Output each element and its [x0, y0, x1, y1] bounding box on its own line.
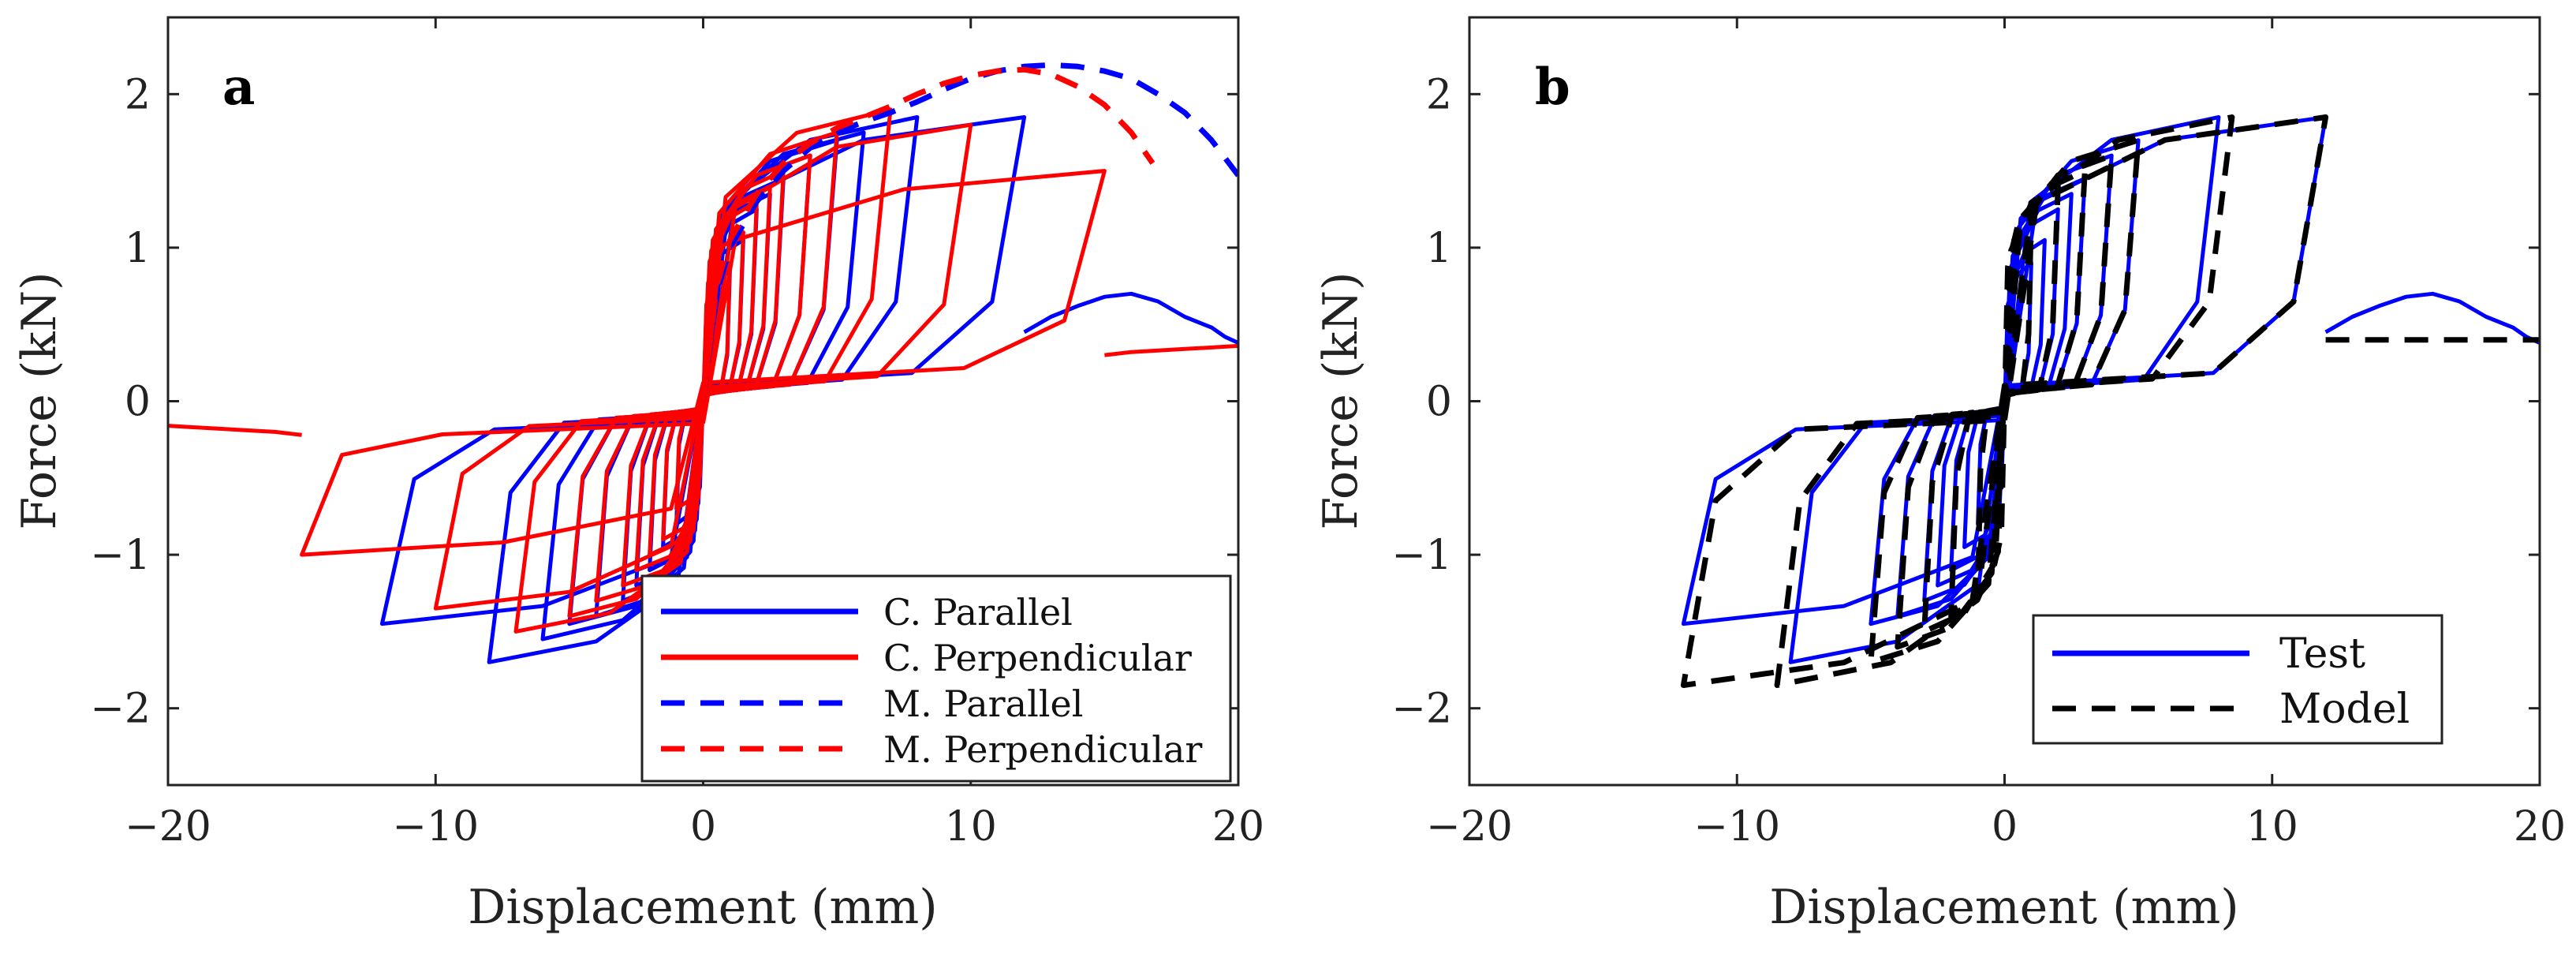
legend-label-m-perpendicular: M. Perpendicular	[883, 728, 1202, 771]
x-tick-label: 0	[1992, 803, 2018, 851]
series-model-loop	[1680, 114, 2329, 688]
x-tick-label: −20	[1426, 803, 1513, 851]
series-m-parallel-curve	[700, 62, 1238, 402]
panel-b-x-axis-title: Displacement (mm)	[1769, 880, 2238, 935]
x-tick-label: 20	[1212, 803, 1264, 851]
y-tick-label: −1	[90, 532, 151, 579]
y-tick-label: 1	[125, 225, 151, 272]
panel-a-label: a	[222, 58, 255, 117]
series-m-perpendicular-curve	[700, 66, 1155, 402]
legend-label-c-parallel: C. Parallel	[883, 591, 1073, 634]
y-tick-label: −1	[1391, 532, 1452, 579]
legend-label-test: Test	[2279, 630, 2365, 678]
panel-a-x-axis-title: Displacement (mm)	[468, 880, 937, 935]
x-tick-label: 0	[690, 803, 716, 851]
series-c-perpendicular-tail-negative	[168, 424, 302, 437]
y-tick-label: 2	[1426, 71, 1452, 118]
x-tick-label: 20	[2514, 803, 2566, 851]
y-tick-label: −2	[90, 686, 151, 733]
y-tick-label: 1	[1426, 225, 1452, 272]
x-tick-label: −10	[392, 803, 479, 851]
y-tick-label: 0	[125, 379, 151, 426]
legend-label-m-parallel: M. Parallel	[883, 682, 1083, 725]
y-tick-label: 2	[125, 71, 151, 118]
panel-a-legend: C. Parallel C. Perpendicular M. Parallel…	[640, 574, 1232, 783]
series-c-parallel-tail	[1023, 291, 1238, 345]
y-tick-label: −2	[1391, 686, 1452, 733]
panel-b-y-axis-title: Force (kN)	[1313, 271, 1368, 529]
legend-label-c-perpendicular: C. Perpendicular	[883, 637, 1192, 679]
x-tick-label: 10	[2246, 803, 2298, 851]
y-tick-label: 0	[1426, 379, 1452, 426]
panel-b-label: b	[1535, 58, 1570, 117]
panel-b-plot-area	[1680, 114, 2540, 688]
panel-a-series	[168, 62, 1238, 664]
panel-b-series	[1680, 114, 2540, 688]
x-tick-label: −10	[1693, 803, 1780, 851]
panel-a-plot-area	[168, 62, 1238, 664]
series-c-perpendicular-tail	[1104, 343, 1238, 357]
panel-b-legend-box	[2032, 614, 2443, 745]
x-tick-label: 10	[945, 803, 997, 851]
x-tick-label: −20	[125, 803, 211, 851]
panel-b-legend: Test Model	[2032, 614, 2443, 745]
legend-label-model: Model	[2279, 686, 2410, 733]
series-test-tail	[2324, 291, 2540, 345]
panel-a-y-axis-title: Force (kN)	[12, 271, 67, 529]
